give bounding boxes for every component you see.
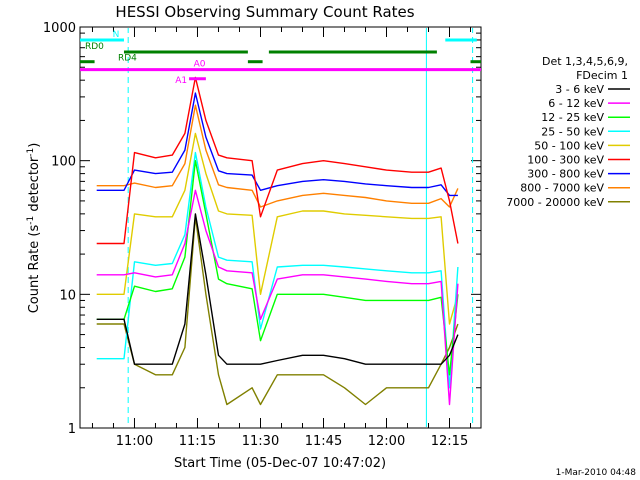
legend-header-line1: Det 1,3,4,5,6,9, (542, 55, 628, 68)
state-bar-label: RD0 (85, 42, 104, 52)
legend-label: 800 - 7000 keV (520, 182, 604, 195)
x-tick-labels: 11:00 11:15 11:30 11:45 12:00 12:15 (116, 434, 468, 449)
series-line (96, 76, 459, 245)
y-tick-label: 10 (59, 288, 76, 303)
attenuator-lines (127, 28, 474, 427)
legend-header-line2: FDecim 1 (576, 69, 628, 82)
legend-label: 6 - 12 keV (548, 97, 604, 110)
state-bar-label: A1 (175, 76, 187, 86)
state-bars: N RD0 RD4 A0 A1 (80, 30, 481, 86)
state-bar-label: A0 (194, 60, 206, 70)
series-line (96, 151, 459, 389)
series-line (96, 216, 459, 406)
y-tick-label: 100 (51, 155, 76, 170)
state-bar-label: RD4 (118, 54, 137, 64)
axis-ticks (80, 26, 481, 429)
x-tick-label: 12:15 (431, 434, 468, 449)
series-lines (96, 76, 459, 406)
legend-label: 7000 - 20000 keV (506, 196, 604, 209)
legend-label: 25 - 50 keV (541, 125, 604, 138)
x-tick-label: 11:45 (305, 434, 342, 449)
y-tick-labels: 1 10 100 1000 (43, 21, 76, 437)
series-line (96, 189, 459, 406)
legend-label: 12 - 25 keV (541, 111, 604, 124)
y-axis-label: Count Rate (s-1 detector-1) (26, 143, 42, 314)
x-tick-label: 11:15 (179, 434, 216, 449)
series-line (96, 159, 459, 376)
series-line (96, 92, 458, 197)
plot-frame (79, 26, 482, 429)
x-tick-label: 12:00 (368, 434, 405, 449)
series-line (96, 213, 459, 365)
x-axis-label: Start Time (05-Dec-07 10:47:02) (174, 456, 386, 471)
legend-label: 100 - 300 keV (527, 154, 604, 167)
legend-label: 300 - 800 keV (527, 168, 604, 181)
x-tick-label: 11:00 (116, 434, 153, 449)
chart-title: HESSI Observing Summary Count Rates (115, 3, 414, 21)
state-bar-label: N (113, 30, 120, 40)
y-tick-label: 1 (68, 422, 76, 437)
legend-label: 50 - 100 keV (534, 139, 604, 152)
x-tick-label: 11:30 (242, 434, 279, 449)
footer-timestamp: 1-Mar-2010 04:48 (556, 468, 637, 478)
series-line (96, 132, 459, 325)
series-line (96, 104, 459, 208)
legend-label: 3 - 6 keV (555, 83, 604, 96)
y-tick-label: 1000 (43, 21, 76, 36)
